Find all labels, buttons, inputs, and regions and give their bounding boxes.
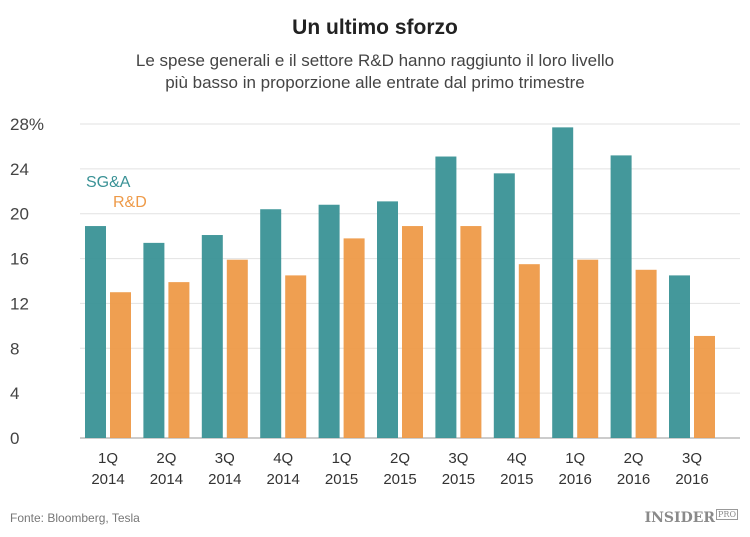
x-tick-label: 2014 — [91, 471, 124, 488]
insider-pro-logo: INSIDER PRO — [644, 509, 738, 526]
x-tick-label: 2016 — [617, 471, 650, 488]
y-tick-label: 24 — [10, 160, 29, 179]
legend-sga: SG&A — [86, 174, 131, 191]
x-tick-label: 1Q — [565, 450, 585, 467]
source-note: Fonte: Bloomberg, Tesla — [10, 511, 140, 525]
bar-sga — [552, 127, 574, 438]
x-tick-label: 2Q — [390, 450, 410, 467]
x-tick-label: 1Q — [332, 450, 352, 467]
y-tick-label: 8 — [10, 339, 19, 358]
x-tick-label: 2014 — [267, 471, 300, 488]
bar-sga — [435, 156, 457, 438]
bar-sga — [493, 173, 515, 439]
bar-sga — [318, 204, 340, 438]
bar-sga — [377, 201, 398, 438]
bar-sga — [260, 209, 282, 438]
bar-sga — [669, 275, 690, 438]
y-tick-label: 4 — [10, 384, 19, 403]
x-tick-label: 2014 — [150, 471, 183, 488]
bar-rd — [460, 226, 482, 438]
subtitle-line-2: più basso in proporzione alle entrate da… — [165, 73, 585, 92]
bar-rd — [168, 282, 190, 438]
x-tick-label: 2015 — [500, 471, 533, 488]
bar-rd — [694, 335, 715, 438]
x-tick-label: 3Q — [215, 450, 235, 467]
y-tick-label: 0 — [10, 429, 19, 448]
x-tick-label: 2015 — [325, 471, 358, 488]
x-tick-label: 2015 — [383, 471, 416, 488]
bar-sga — [610, 155, 632, 438]
bar-rd — [110, 292, 131, 438]
legend-rd: R&D — [113, 194, 147, 211]
y-tick-label: 20 — [10, 205, 29, 224]
bar-rd — [226, 259, 248, 438]
chart-title: Un ultimo sforzo — [292, 16, 458, 39]
x-tick-label: 4Q — [273, 450, 293, 467]
bar-rd — [518, 264, 540, 438]
bar-rd — [285, 275, 307, 438]
bar-rd — [402, 226, 423, 438]
y-tick-label: 12 — [10, 294, 29, 313]
x-tick-label: 2Q — [156, 450, 176, 467]
y-tick-label: 28% — [10, 115, 44, 134]
x-tick-label: 3Q — [682, 450, 702, 467]
bar-rd — [577, 259, 599, 438]
x-tick-label: 4Q — [507, 450, 527, 467]
bar-sga — [201, 235, 223, 438]
bar-rd — [343, 238, 365, 438]
bar-rd — [635, 269, 657, 438]
x-tick-label: 2Q — [624, 450, 644, 467]
x-tick-label: 3Q — [448, 450, 468, 467]
y-tick-label: 16 — [10, 250, 29, 269]
x-tick-label: 2016 — [559, 471, 592, 488]
chart-subtitle: Le spese generali e il settore R&D hanno… — [0, 50, 750, 94]
subtitle-line-1: Le spese generali e il settore R&D hanno… — [135, 51, 615, 70]
x-tick-label: 2015 — [442, 471, 475, 488]
x-tick-label: 2014 — [208, 471, 241, 488]
bar-sga — [143, 242, 165, 438]
bar-sga — [85, 226, 106, 438]
x-tick-label: 2016 — [675, 471, 708, 488]
x-tick-label: 1Q — [98, 450, 118, 467]
